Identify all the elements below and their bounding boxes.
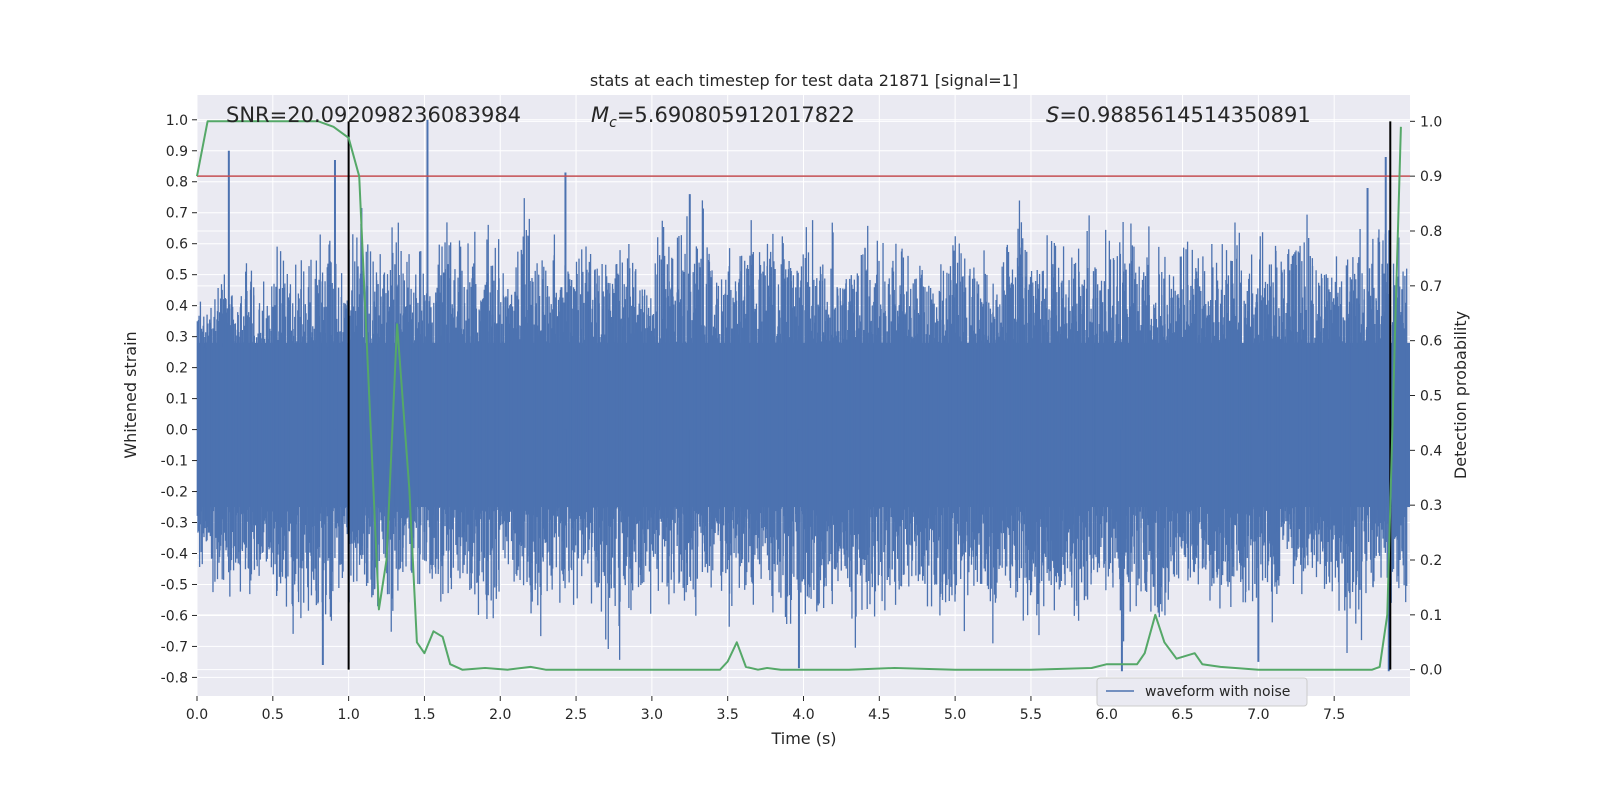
y-right-tick-label: 0.7 [1420, 279, 1442, 295]
y-right-tick-label: 0.0 [1420, 663, 1442, 679]
y-right-tick-label: 0.1 [1420, 608, 1442, 624]
y-left-tick-label: -0.4 [161, 546, 188, 562]
y-left-tick-label: 0.3 [166, 330, 188, 346]
y-right-tick-label: 0.8 [1420, 224, 1442, 240]
detection-probability-series [196, 120, 1402, 671]
y-right-tick-label: 0.5 [1420, 389, 1442, 405]
x-tick-label: 3.0 [641, 707, 663, 723]
y-right-tick-label: 0.9 [1420, 169, 1442, 185]
score-annotation: S=0.9885614514350891 [1046, 103, 1311, 127]
detection-probability-line [196, 120, 1402, 671]
x-tick-label: 1.5 [413, 707, 435, 723]
y-axis-left-ticks: -0.8 -0.7 -0.6 -0.5 -0.4 -0.3 -0.2 -0.1 0.0 0.1 0.… [161, 113, 197, 686]
y-left-tick-label: 1.0 [166, 113, 188, 129]
x-axis-ticks: 0.0 0.5 1.0 1.5 2.0 2.5 3.0 3.5 4.0 4.5 5.0 5.5 6.0 6… [186, 696, 1345, 723]
y-right-tick-label: 0.4 [1420, 443, 1442, 459]
score-symbol: S [1046, 103, 1059, 127]
x-tick-label: 0.5 [262, 707, 284, 723]
chirp-mass-annotation: Mc=5.690805912017822 [591, 103, 855, 131]
x-tick-label: 4.0 [792, 707, 814, 723]
y-right-tick-label: 1.0 [1420, 114, 1442, 130]
y-left-tick-label: 0.6 [166, 237, 188, 253]
y-left-tick-label: -0.6 [161, 608, 188, 624]
y-left-tick-label: 0.9 [166, 144, 188, 160]
y-left-tick-label: 0.7 [166, 206, 188, 222]
y-left-tick-label: -0.8 [161, 670, 188, 686]
y-left-tick-label: -0.5 [161, 577, 188, 593]
chirp-mass-symbol: M [591, 103, 609, 127]
x-tick-label: 5.5 [1020, 707, 1042, 723]
y-right-tick-label: 0.3 [1420, 498, 1442, 514]
x-tick-label: 3.5 [717, 707, 739, 723]
legend: waveform with noise [1096, 677, 1308, 707]
x-tick-label: 4.5 [868, 707, 890, 723]
x-tick-label: 5.0 [944, 707, 966, 723]
y-left-tick-label: -0.2 [161, 485, 188, 501]
x-tick-label: 2.5 [565, 707, 587, 723]
y-left-tick-label: 0.1 [166, 392, 188, 408]
waveform-series [196, 119, 1410, 672]
y-right-tick-label: 0.6 [1420, 334, 1442, 350]
x-tick-label: 2.0 [489, 707, 511, 723]
x-tick-label: 6.5 [1171, 707, 1193, 723]
x-tick-label: 0.0 [186, 707, 208, 723]
x-tick-label: 1.0 [337, 707, 359, 723]
y-left-tick-label: -0.7 [161, 639, 188, 655]
y-left-tick-label: 0.8 [166, 175, 188, 191]
chirp-mass-value: =5.690805912017822 [617, 103, 855, 127]
y-right-tick-label: 0.2 [1420, 553, 1442, 569]
y-left-tick-label: -0.3 [161, 516, 188, 532]
score-value: =0.9885614514350891 [1059, 103, 1310, 127]
y-left-tick-label: 0.5 [166, 268, 188, 284]
y-left-tick-label: 0.0 [166, 423, 188, 439]
legend-box [1096, 677, 1308, 707]
x-tick-label: 7.5 [1323, 707, 1345, 723]
y-left-tick-label: 0.2 [166, 361, 188, 377]
x-tick-label: 7.0 [1247, 707, 1269, 723]
y-left-tick-label: -0.1 [161, 454, 188, 470]
y-left-tick-label: 0.4 [166, 299, 188, 315]
y-axis-right-ticks: 0.0 0.1 0.2 0.3 0.4 0.5 0.6 0.7 0.8 0.9 1.0 [1410, 114, 1442, 679]
x-tick-label: 6.0 [1096, 707, 1118, 723]
y-axis-left-label: Whitened strain [121, 331, 140, 458]
snr-annotation: SNR=20.092098236083984 [226, 103, 521, 127]
chart-title: stats at each timestep for test data 218… [590, 71, 1018, 90]
chirp-mass-subscript: c [609, 115, 617, 131]
legend-label-waveform: waveform with noise [1145, 684, 1290, 700]
x-axis-label: Time (s) [770, 729, 836, 748]
marker-lines [347, 121, 1392, 670]
y-axis-right-label: Detection probability [1451, 311, 1470, 479]
